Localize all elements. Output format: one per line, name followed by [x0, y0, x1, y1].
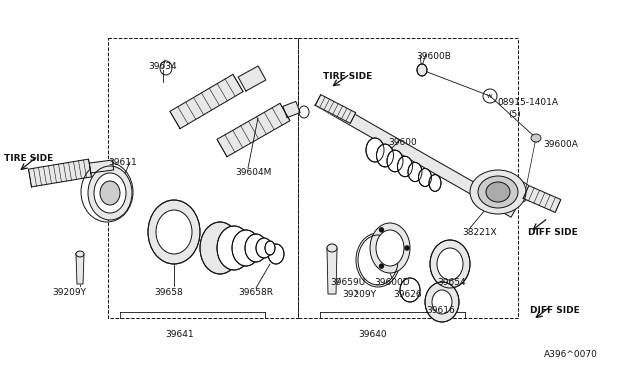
Bar — [108, 38, 298, 318]
Text: 39634: 39634 — [148, 62, 177, 71]
Text: 39659U: 39659U — [330, 278, 365, 287]
Polygon shape — [76, 254, 84, 284]
Text: 39209Y: 39209Y — [342, 290, 376, 299]
Text: 39626: 39626 — [393, 290, 422, 299]
Text: 39600D: 39600D — [374, 278, 410, 287]
Polygon shape — [170, 74, 243, 129]
Ellipse shape — [268, 244, 284, 264]
Ellipse shape — [397, 156, 413, 177]
Text: 39658R: 39658R — [238, 288, 273, 297]
Ellipse shape — [148, 200, 200, 264]
Text: 39604M: 39604M — [235, 168, 271, 177]
Polygon shape — [315, 95, 517, 217]
Text: 39658: 39658 — [154, 288, 183, 297]
Ellipse shape — [430, 240, 470, 288]
Ellipse shape — [376, 144, 394, 167]
Polygon shape — [316, 94, 356, 124]
Ellipse shape — [470, 170, 526, 214]
Ellipse shape — [370, 223, 410, 273]
Ellipse shape — [156, 210, 192, 254]
Ellipse shape — [217, 226, 251, 270]
Text: DIFF SIDE: DIFF SIDE — [528, 228, 578, 237]
Text: 39640: 39640 — [358, 330, 387, 339]
Text: 39600: 39600 — [388, 138, 417, 147]
Ellipse shape — [437, 248, 463, 280]
Polygon shape — [283, 102, 300, 118]
Text: 39611: 39611 — [108, 158, 137, 167]
Ellipse shape — [94, 173, 126, 213]
Polygon shape — [238, 66, 266, 91]
Text: (5): (5) — [508, 110, 521, 119]
Text: DIFF SIDE: DIFF SIDE — [530, 306, 580, 315]
Ellipse shape — [256, 238, 272, 258]
Text: TIRE SIDE: TIRE SIDE — [323, 72, 372, 81]
Polygon shape — [523, 186, 561, 212]
Text: 08915-1401A: 08915-1401A — [497, 98, 558, 107]
Ellipse shape — [76, 251, 84, 257]
Text: W: W — [487, 93, 493, 99]
Ellipse shape — [88, 166, 132, 220]
Ellipse shape — [379, 264, 384, 269]
Ellipse shape — [419, 169, 431, 186]
Ellipse shape — [432, 290, 452, 314]
Ellipse shape — [100, 181, 120, 205]
Text: 39654: 39654 — [437, 278, 466, 287]
Ellipse shape — [400, 278, 420, 302]
Bar — [298, 38, 518, 318]
Ellipse shape — [245, 234, 267, 262]
Text: 38221X: 38221X — [462, 228, 497, 237]
Ellipse shape — [232, 230, 260, 266]
Polygon shape — [29, 159, 92, 187]
Ellipse shape — [327, 244, 337, 252]
Ellipse shape — [417, 64, 427, 76]
Ellipse shape — [366, 138, 384, 162]
Ellipse shape — [404, 246, 410, 250]
Ellipse shape — [531, 134, 541, 142]
Polygon shape — [90, 160, 114, 173]
Ellipse shape — [265, 241, 275, 255]
Text: A396^0070: A396^0070 — [544, 350, 598, 359]
Text: TIRE SIDE: TIRE SIDE — [4, 154, 53, 163]
Ellipse shape — [408, 163, 422, 182]
Polygon shape — [217, 103, 290, 157]
Text: 39641: 39641 — [165, 330, 194, 339]
Text: 39600A: 39600A — [543, 140, 578, 149]
Ellipse shape — [379, 227, 384, 232]
Ellipse shape — [376, 230, 404, 266]
Ellipse shape — [387, 150, 403, 172]
Polygon shape — [327, 248, 337, 294]
Text: 39616: 39616 — [426, 306, 455, 315]
Ellipse shape — [486, 182, 510, 202]
Text: 39600B: 39600B — [416, 52, 451, 61]
Ellipse shape — [429, 174, 441, 192]
Text: 39209Y: 39209Y — [52, 288, 86, 297]
Ellipse shape — [425, 282, 459, 322]
Ellipse shape — [478, 176, 518, 208]
Ellipse shape — [200, 222, 240, 274]
